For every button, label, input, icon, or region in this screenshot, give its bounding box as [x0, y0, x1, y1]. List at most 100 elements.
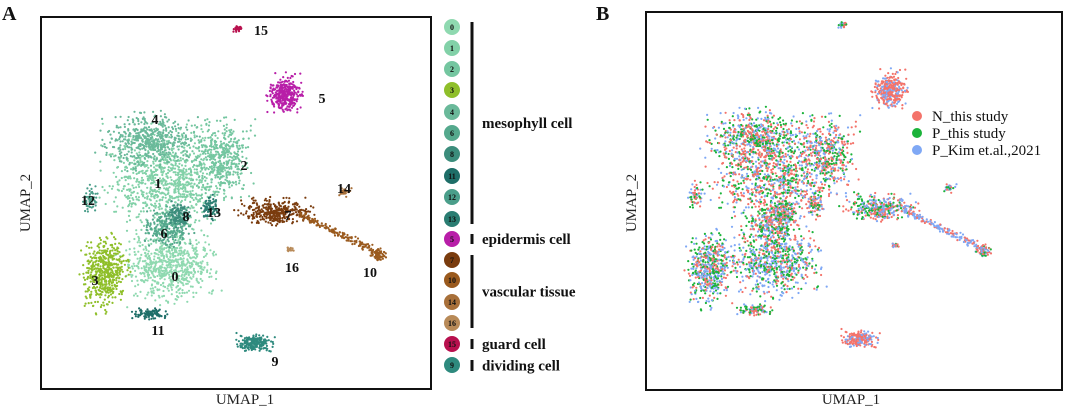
- cluster-5-point: [284, 85, 287, 88]
- cluster-3-point: [102, 301, 105, 304]
- cluster-1-point: [174, 201, 177, 204]
- cluster-4-point: [185, 150, 188, 153]
- cluster-7-point: [240, 199, 243, 202]
- cluster-2-point: [223, 128, 226, 131]
- cluster-2-point: [238, 179, 241, 182]
- cluster-0-point: [169, 252, 172, 255]
- cluster-3-point: [99, 281, 102, 284]
- cluster-4-point: [139, 144, 142, 148]
- cluster-0-point: [192, 291, 195, 294]
- cluster-2-point: [224, 144, 227, 147]
- cluster-4-point: [118, 152, 122, 155]
- cluster-6-point: [165, 211, 168, 214]
- cluster-6-point: [178, 231, 181, 234]
- cluster-1-point: [140, 228, 143, 231]
- cluster-6-point: [181, 236, 184, 240]
- cluster-2-point: [250, 171, 253, 175]
- cluster-5-point: [280, 89, 284, 92]
- cluster-1-point: [164, 208, 167, 211]
- cluster-8-point: [172, 215, 175, 218]
- cluster-10-point: [298, 215, 301, 218]
- cluster-7-point: [295, 220, 299, 223]
- cluster-3-point: [115, 281, 118, 285]
- cluster-11-point: [163, 316, 166, 320]
- cluster-0-point: [147, 269, 150, 272]
- cluster-8-point: [175, 226, 178, 229]
- cluster-3-point: [100, 249, 104, 252]
- cluster-7-point: [267, 208, 270, 211]
- cluster-7-point: [267, 221, 270, 224]
- cluster-4-point: [139, 148, 142, 151]
- cluster-1-point: [150, 122, 153, 125]
- cluster-2-point: [228, 180, 231, 183]
- cluster-4-point: [156, 134, 159, 137]
- cluster-10-point: [353, 242, 356, 245]
- cluster-0-point: [156, 256, 159, 260]
- cluster-0-point: [186, 266, 189, 269]
- cluster-4-point: [179, 126, 183, 129]
- cluster-6-point: [146, 221, 149, 224]
- cluster-2-point: [218, 177, 221, 180]
- cluster-0-point: [188, 271, 192, 274]
- cluster-4-point: [109, 155, 113, 158]
- cluster-1-point: [143, 196, 146, 199]
- cluster-4-point: [141, 138, 144, 141]
- cluster-10-point: [351, 243, 354, 246]
- sample-point: [798, 205, 801, 208]
- cluster-1-point: [108, 153, 111, 156]
- cluster-4-point: [163, 139, 166, 142]
- cluster-0-point: [183, 273, 186, 276]
- cluster-13-point: [202, 215, 206, 218]
- cluster-4-point: [186, 137, 189, 141]
- cluster-1-point: [187, 172, 191, 175]
- cluster-0-point: [151, 287, 154, 290]
- cluster-8-point: [176, 204, 179, 207]
- cluster-12-point: [90, 187, 93, 190]
- cluster-3-point: [118, 292, 121, 296]
- cluster-7-point: [298, 205, 301, 208]
- cluster-0-point: [165, 240, 168, 243]
- cluster-0-point: [200, 271, 203, 274]
- cluster-3-point: [111, 292, 114, 295]
- cluster-3-point: [108, 266, 111, 269]
- cluster-1-point: [200, 124, 203, 127]
- cluster-1-point: [138, 170, 141, 173]
- cluster-2-point: [233, 118, 236, 121]
- sample-point: [757, 201, 761, 204]
- legend-id-13: 13: [448, 215, 456, 224]
- cluster-4-point: [125, 143, 128, 146]
- cluster-4-point: [162, 121, 165, 124]
- cluster-11-point: [130, 310, 134, 313]
- cluster-0-point: [200, 262, 203, 265]
- cluster-2-point: [218, 173, 221, 176]
- cluster-3-point: [90, 241, 93, 244]
- cluster-0-point: [140, 253, 143, 256]
- cluster-1-point: [157, 190, 160, 193]
- cluster-7-point: [262, 204, 265, 207]
- cluster-4-point: [173, 155, 176, 158]
- cluster-2-point: [224, 132, 227, 135]
- cluster-1-point: [203, 163, 206, 166]
- cluster-5-point: [281, 91, 284, 94]
- cluster-2-point: [211, 161, 214, 164]
- cluster-2-point: [224, 147, 227, 151]
- cluster-1-point: [154, 194, 157, 197]
- cluster-0-point: [163, 266, 166, 269]
- cluster-5-point: [273, 105, 276, 108]
- cluster-1-point: [158, 181, 161, 184]
- cluster-0-point: [144, 245, 147, 248]
- cluster-11-point: [134, 315, 137, 318]
- cluster-1-point: [215, 185, 218, 188]
- cluster-1-point: [209, 222, 213, 225]
- cluster-9-point: [264, 338, 267, 341]
- cluster-2-point: [212, 132, 215, 135]
- cluster-0-point: [163, 247, 166, 250]
- cluster-0-point: [142, 280, 145, 283]
- cluster-0-point: [138, 244, 141, 247]
- cluster-3-point: [110, 231, 113, 234]
- cluster-0-point: [166, 287, 169, 290]
- legend-id-16: 16: [448, 319, 456, 328]
- cluster-15-point: [232, 28, 235, 31]
- cluster-3-point: [78, 273, 81, 276]
- cluster-10-point: [314, 220, 317, 223]
